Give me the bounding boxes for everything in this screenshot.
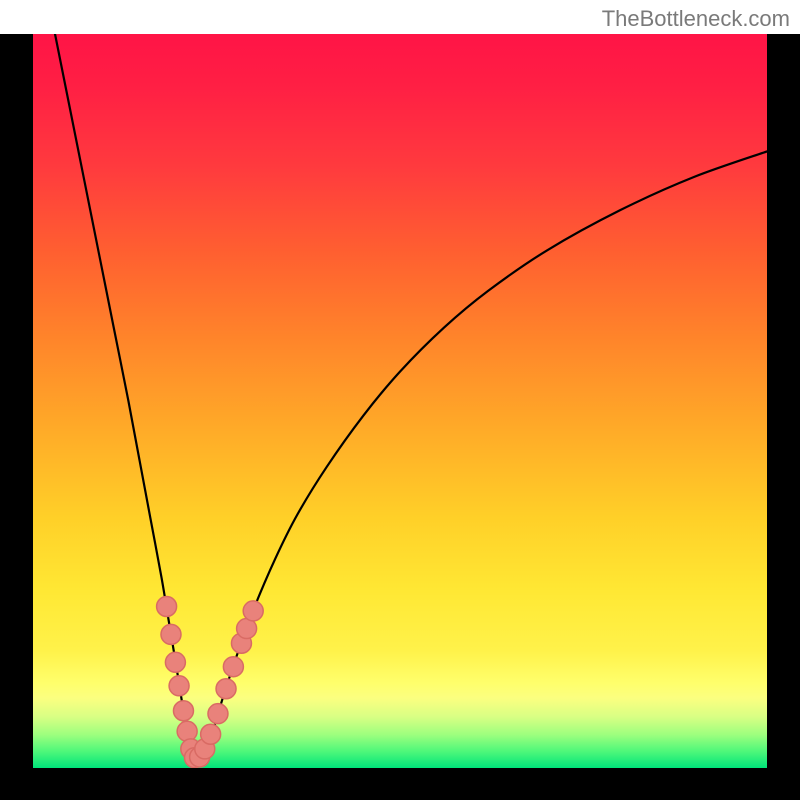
sample-marker	[177, 721, 197, 741]
bottleneck-chart: TheBottleneck.com	[0, 0, 800, 800]
sample-marker	[223, 657, 243, 677]
sample-marker	[243, 601, 263, 621]
sample-marker	[161, 624, 181, 644]
sample-marker	[201, 724, 221, 744]
sample-marker	[216, 679, 236, 699]
sample-marker	[208, 704, 228, 724]
plot-background	[33, 34, 767, 768]
sample-marker	[173, 701, 193, 721]
sample-marker	[157, 597, 177, 617]
sample-marker	[165, 652, 185, 672]
chart-svg	[0, 0, 800, 800]
sample-marker	[169, 676, 189, 696]
